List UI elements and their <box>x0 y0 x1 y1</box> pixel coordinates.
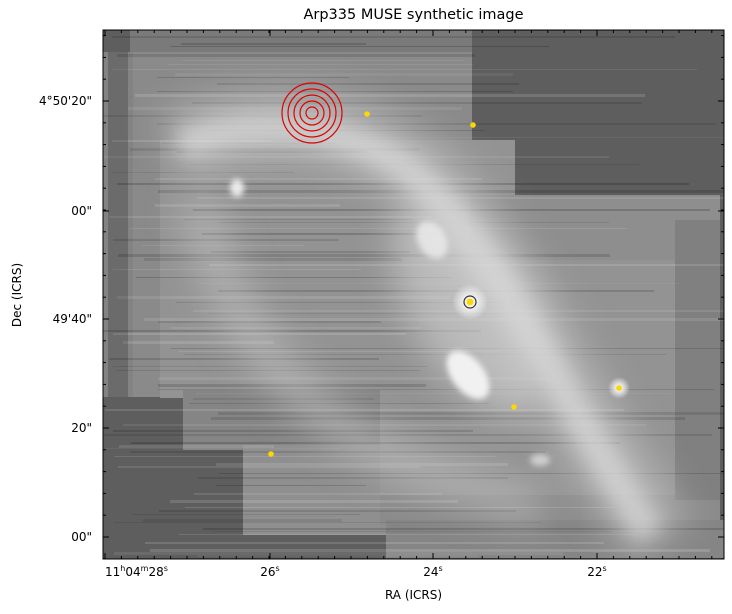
x-tick-label: 24s <box>423 564 443 579</box>
y-tick-label: 00" <box>71 204 92 218</box>
aperture-ring <box>281 82 343 144</box>
x-tick-hours: 11 <box>105 565 121 579</box>
x-tick-label-first: 11h04m28s <box>105 564 168 579</box>
source-dot <box>470 122 476 128</box>
plot-title: Arp335 MUSE synthetic image <box>303 7 524 23</box>
x-tick-minutes: 04 <box>125 565 141 579</box>
aperture-ring <box>287 88 337 138</box>
y-axis-label: Dec (ICRS) <box>10 262 24 328</box>
aperture-rings <box>281 82 343 144</box>
axes-frame <box>102 29 725 560</box>
source-markers <box>268 111 622 457</box>
y-tick-label: 00" <box>71 530 92 544</box>
x-tick-label: 26s <box>260 564 280 579</box>
x-tick-label: 22s <box>587 564 607 579</box>
source-dot <box>268 451 274 457</box>
galaxy-emission <box>158 90 690 559</box>
y-tick-label: 20" <box>71 421 92 435</box>
y-tick-label: 49'40" <box>52 312 92 326</box>
source-dot <box>364 111 370 117</box>
source-dot <box>511 404 517 410</box>
aperture-ring <box>299 100 325 126</box>
axis-ticks <box>103 30 724 560</box>
muse-image <box>103 30 724 559</box>
y-tick-label: 4°50'20" <box>39 94 92 108</box>
x-axis-label: RA (ICRS) <box>384 588 443 602</box>
aperture-ring <box>305 106 319 120</box>
source-dot <box>466 298 474 306</box>
nucleus-ring-marker <box>463 295 477 309</box>
x-tick-seconds: 28 <box>148 565 164 579</box>
aperture-ring <box>293 94 331 132</box>
source-dot <box>616 385 622 391</box>
